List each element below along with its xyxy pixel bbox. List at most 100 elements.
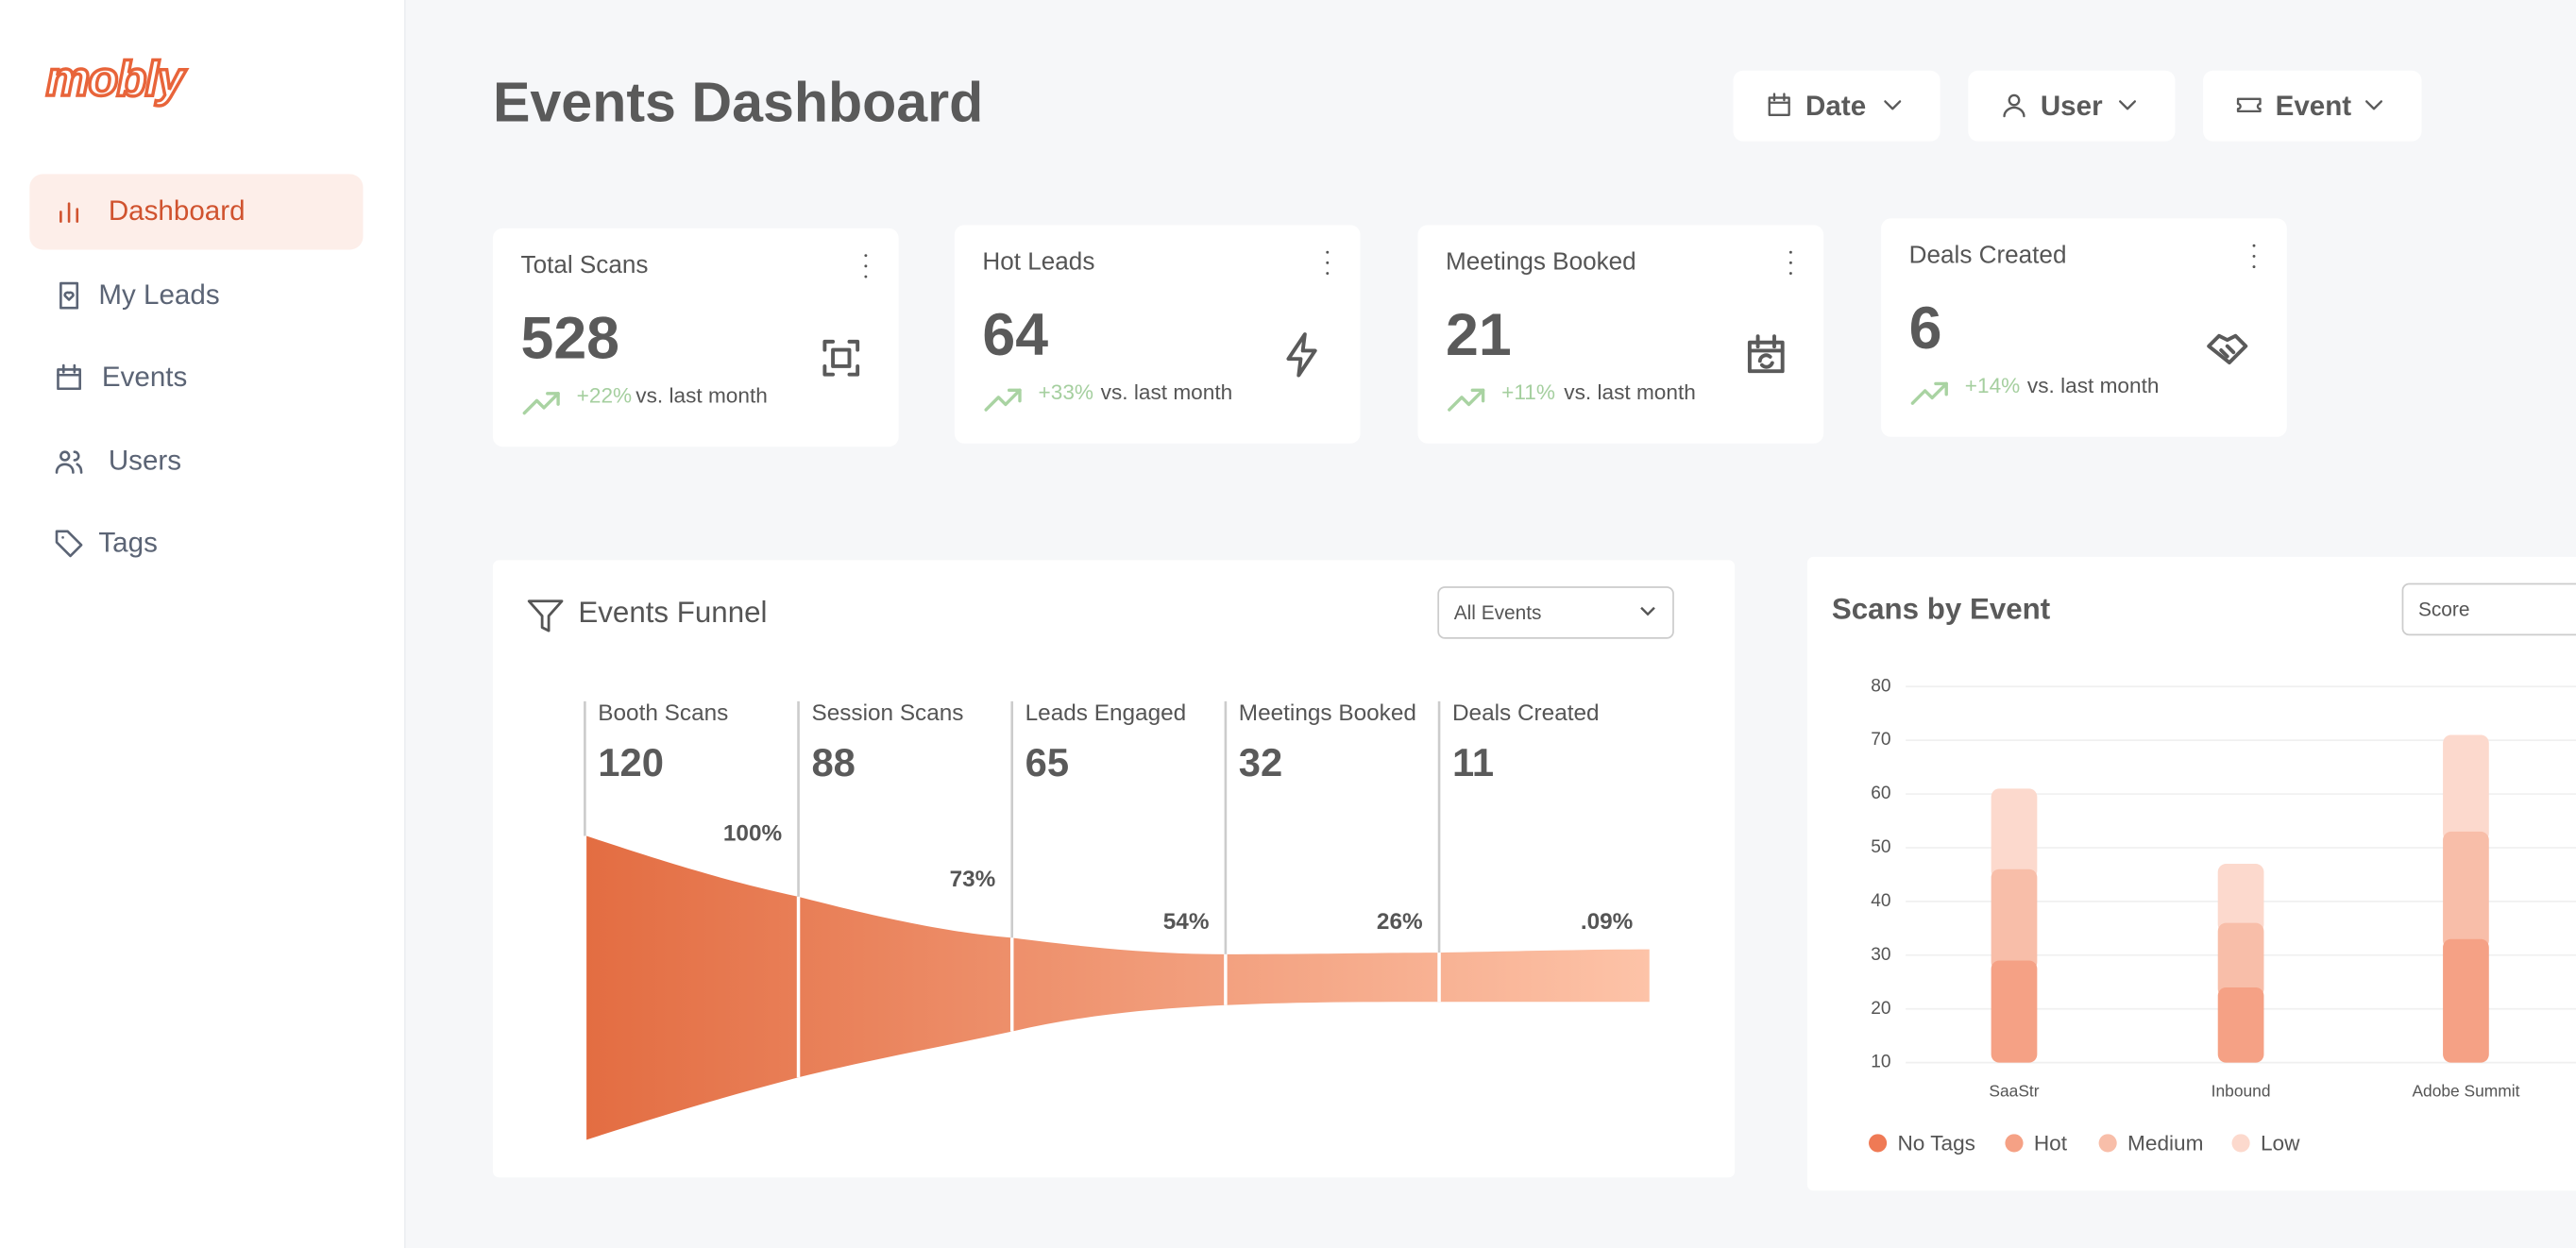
kpi-note: vs. last month xyxy=(636,382,768,408)
nav-icon-path xyxy=(73,450,80,462)
x-tick-label: Inbound xyxy=(2212,1082,2271,1101)
chevron xyxy=(2119,100,2137,110)
kebab-menu[interactable] xyxy=(1310,245,1346,280)
kpi-icon-path xyxy=(2225,344,2236,355)
kpi-note: vs. last month xyxy=(2026,372,2160,398)
bar-segment xyxy=(2443,734,2489,842)
nav-item[interactable]: Users xyxy=(29,424,363,499)
kpi-icon-path xyxy=(1757,353,1772,363)
nav-icon-path xyxy=(63,291,75,301)
filter-icon xyxy=(1768,93,1790,116)
stage-percent: 26% xyxy=(1377,909,1423,935)
trend-icon-path xyxy=(1910,381,1948,405)
chevron-path xyxy=(2119,100,2137,110)
legend-swatch xyxy=(1869,1134,1888,1153)
kpi-card: Total Scans 528 +22% vs. last month xyxy=(492,228,899,447)
card-title: Scans by Event xyxy=(1832,592,2051,625)
bar-segment xyxy=(1991,869,2038,970)
kpi-change: +14% xyxy=(1964,372,2021,398)
filter-button[interactable]: Date xyxy=(1733,70,1940,142)
kpi-icon-path xyxy=(847,364,860,377)
kpi-icon-path xyxy=(2207,333,2248,365)
nav-item[interactable]: Tags xyxy=(29,506,363,582)
kpi-change: +33% xyxy=(1038,379,1094,404)
nav-icon-path xyxy=(59,281,79,310)
kpi-icon-path xyxy=(2219,348,2229,359)
kpi-icon-path xyxy=(1286,332,1317,378)
kpi-icon-path xyxy=(822,339,836,352)
chevron xyxy=(1884,100,1902,110)
filter-icon xyxy=(2003,93,2025,118)
bar-segment xyxy=(2443,831,2489,950)
kpi-icon-path xyxy=(1759,361,1774,369)
chevron-path xyxy=(1884,100,1902,110)
kpi-card: Meetings Booked 21 +11% vs. last month xyxy=(1417,225,1824,444)
y-tick-label: 20 xyxy=(1871,999,1890,1019)
filter-icon xyxy=(2236,97,2262,113)
trend-icon-path xyxy=(1448,388,1485,412)
trend-icon-path xyxy=(522,392,560,415)
nav-label: Users xyxy=(108,445,182,477)
filter-button[interactable]: User xyxy=(1968,70,2176,142)
nav-icon xyxy=(59,281,79,310)
stage-value: 32 xyxy=(1239,740,1282,784)
stage-value: 11 xyxy=(1452,740,1494,784)
kpi-icon xyxy=(1286,332,1317,378)
logo[interactable]: mobly xyxy=(44,51,186,109)
kpi-title: Total Scans xyxy=(520,251,649,279)
chevron-path xyxy=(2365,100,2383,110)
stage-name: Meetings Booked xyxy=(1239,700,1416,726)
kpi-icon-path xyxy=(847,339,860,352)
nav-icon-path xyxy=(57,368,81,391)
dropdown[interactable] xyxy=(2401,582,2576,636)
stage-value: 120 xyxy=(598,740,664,784)
kpi-change: +22% xyxy=(576,382,633,408)
nav-icon-path xyxy=(59,450,71,462)
legend-swatch xyxy=(2098,1134,2117,1153)
filter-button[interactable]: Event xyxy=(2203,70,2422,142)
filter-label: User xyxy=(2040,90,2103,122)
kpi-icon xyxy=(1747,334,1785,374)
trend-icon xyxy=(1910,381,1948,405)
dropdown[interactable] xyxy=(1437,586,1674,639)
nav-icon-path xyxy=(76,463,83,474)
kpi-change: +11% xyxy=(1501,379,1555,404)
stage-name: Deals Created xyxy=(1452,700,1600,726)
bar-segment xyxy=(2217,922,2264,998)
trend-icon-path xyxy=(984,388,1022,412)
kpi-title: Hot Leads xyxy=(982,247,1095,277)
kpi-note: vs. last month xyxy=(1564,379,1696,404)
stage-percent: 54% xyxy=(1163,909,1210,935)
kpi-card: Deals Created 6 +14% vs. last month xyxy=(1881,218,2287,437)
kpi-card: Hot Leads 64 +33% vs. last month xyxy=(954,225,1361,444)
legend-label: Hot xyxy=(2034,1132,2068,1155)
page-title: Events Dashboard xyxy=(492,72,984,135)
kpi-value: 64 xyxy=(982,300,1049,368)
trend-icon-path xyxy=(1007,388,1022,403)
nav-item[interactable]: Dashboard xyxy=(29,174,364,250)
nav-item[interactable]: My Leads xyxy=(29,258,363,333)
legend-label: Low xyxy=(2261,1132,2300,1155)
nav-label: Events xyxy=(101,361,188,393)
kebab-menu[interactable] xyxy=(848,248,884,284)
bar-segment xyxy=(1991,960,2038,1063)
kebab-menu[interactable] xyxy=(2236,238,2272,274)
nav-item[interactable]: Events xyxy=(29,340,363,415)
stage-percent: .09% xyxy=(1581,909,1634,935)
bar-segment xyxy=(2443,938,2489,1063)
bar-segment xyxy=(2217,987,2264,1063)
bar-segment xyxy=(1991,788,2038,880)
dropdown-label: All Events xyxy=(1454,602,1542,624)
kebab-menu[interactable] xyxy=(1772,245,1808,280)
scans-card: Scans by Event Score 10 20 30 40 50 60 70 80 SaaSt… xyxy=(1806,556,2576,1191)
kpi-icon-path xyxy=(831,347,852,368)
funnel-shape xyxy=(586,835,1650,1140)
trend-icon-path xyxy=(1934,381,1948,396)
nav-icon xyxy=(59,202,79,223)
legend-label: No Tags xyxy=(1897,1132,1975,1155)
kpi-icon xyxy=(2207,333,2248,365)
nav-icon-path xyxy=(55,463,75,474)
kpi-value: 6 xyxy=(1908,294,1942,362)
kpi-value: 528 xyxy=(520,303,620,372)
stage-percent: 73% xyxy=(950,867,996,892)
